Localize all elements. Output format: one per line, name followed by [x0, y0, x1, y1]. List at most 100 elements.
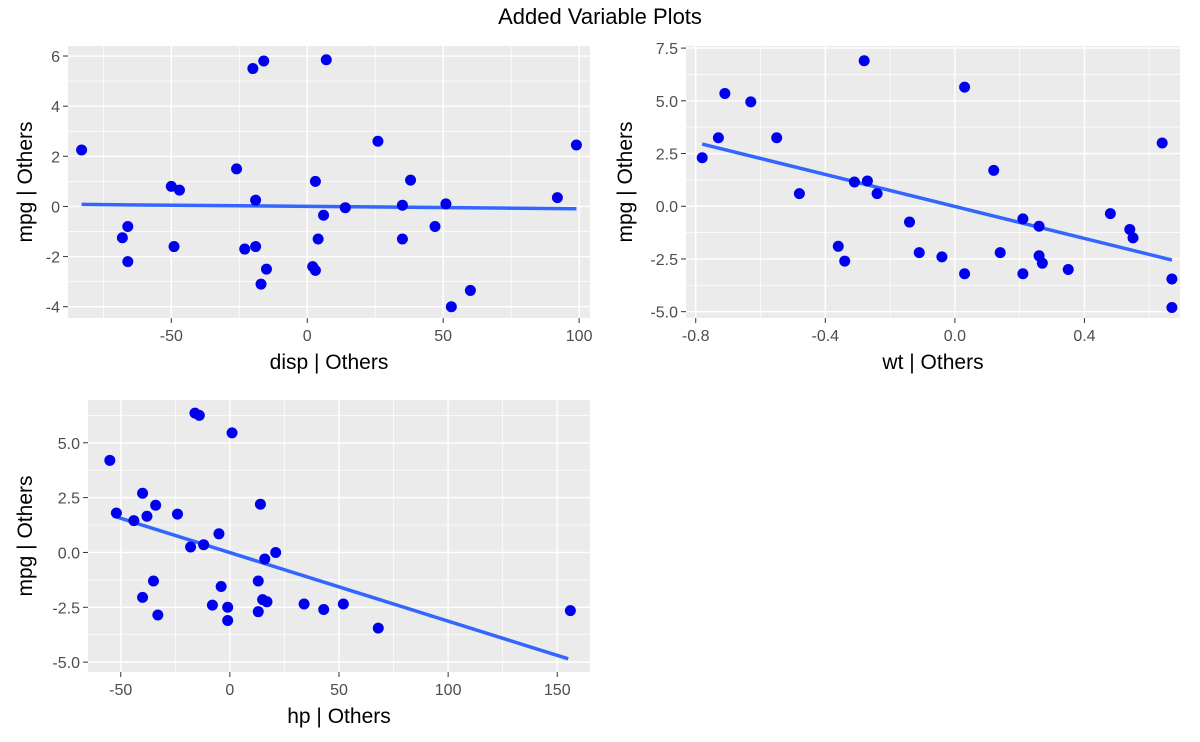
data-point	[185, 541, 197, 553]
data-point	[318, 209, 330, 221]
y-tick-label: 0.0	[656, 199, 678, 216]
data-point	[226, 427, 238, 439]
data-point	[152, 609, 164, 621]
data-point	[839, 255, 851, 267]
data-point	[137, 591, 149, 603]
data-point	[312, 233, 324, 245]
y-tick-label: 5.0	[58, 436, 80, 453]
data-point	[1062, 264, 1074, 276]
data-point	[206, 599, 218, 611]
data-point	[861, 175, 873, 187]
data-point	[445, 301, 457, 313]
x-tick-label: 0	[303, 328, 312, 345]
data-point	[570, 139, 582, 151]
data-point	[252, 575, 264, 587]
data-point	[298, 598, 310, 610]
y-tick-label: -2.5	[650, 252, 678, 269]
data-point	[260, 263, 272, 275]
data-point	[255, 278, 267, 290]
x-tick-label: -50	[109, 682, 132, 699]
data-point	[372, 135, 384, 147]
data-point	[128, 515, 140, 527]
data-point	[994, 247, 1006, 259]
data-point	[76, 144, 88, 156]
data-point	[116, 232, 128, 244]
panel-background	[68, 46, 590, 318]
data-point	[222, 601, 234, 613]
data-point	[254, 498, 266, 510]
data-point	[429, 220, 441, 232]
data-point	[396, 233, 408, 245]
x-tick-label: 0.0	[944, 328, 966, 345]
data-point	[832, 240, 844, 252]
data-point	[871, 188, 883, 200]
data-point	[168, 241, 180, 253]
data-point	[904, 216, 916, 228]
y-tick-label: -5.0	[52, 655, 80, 672]
x-tick-label: -50	[160, 328, 183, 345]
x-tick-label: 0.4	[1073, 328, 1095, 345]
data-point	[1124, 223, 1136, 235]
data-point	[270, 546, 282, 558]
panel-1: -50 0 50 100 -4 -2 0 2 4 6 disp | Others mpg | Othe…	[14, 46, 593, 374]
data-point	[110, 507, 122, 519]
data-point	[440, 198, 452, 210]
y-tick-label: 4	[51, 99, 60, 116]
data-point	[222, 614, 234, 626]
x-tick-label: 100	[566, 328, 593, 345]
panel-background	[686, 46, 1180, 318]
data-point	[173, 184, 185, 196]
data-point	[564, 605, 576, 617]
y-tick-label: -2	[46, 250, 60, 267]
data-point	[959, 268, 971, 280]
x-tick-label: -0.8	[682, 328, 710, 345]
data-point	[719, 87, 731, 99]
data-point	[258, 55, 270, 67]
y-tick-label: 5.0	[656, 94, 678, 111]
data-point	[141, 510, 153, 522]
data-point	[793, 188, 805, 200]
figure-title: Added Variable Plots	[498, 4, 702, 29]
data-point	[551, 192, 563, 204]
data-point	[318, 603, 330, 615]
data-point	[936, 251, 948, 263]
y-tick-label: -5.0	[650, 305, 678, 322]
regression-line	[81, 202, 577, 211]
data-point	[337, 598, 349, 610]
y-tick-label: 2.5	[656, 147, 678, 164]
data-point	[1127, 232, 1139, 244]
data-point	[396, 199, 408, 211]
data-point	[372, 622, 384, 634]
data-point	[1017, 268, 1029, 280]
data-point	[250, 194, 262, 206]
data-point	[745, 96, 757, 108]
data-point	[231, 163, 243, 175]
x-axis-title: disp | Others	[270, 351, 389, 374]
x-axis-title: hp | Others	[287, 705, 391, 728]
data-point	[1036, 257, 1048, 269]
data-point	[122, 220, 134, 232]
x-tick-label: 150	[544, 682, 571, 699]
data-point	[198, 539, 210, 551]
data-point	[1166, 301, 1178, 313]
data-point	[193, 409, 205, 421]
regression-line	[113, 514, 569, 661]
y-axis-title: mpg | Others	[14, 122, 37, 243]
x-tick-label: 0	[225, 682, 234, 699]
y-tick-label: 2	[51, 149, 60, 166]
data-point	[104, 454, 116, 466]
data-point	[339, 202, 351, 214]
data-point	[261, 596, 273, 608]
data-point	[250, 241, 262, 253]
x-tick-label: -0.4	[812, 328, 840, 345]
data-point	[259, 553, 271, 565]
data-point	[1033, 220, 1045, 232]
data-point	[150, 499, 162, 511]
data-point	[171, 508, 183, 520]
data-point	[464, 284, 476, 296]
data-point	[239, 243, 251, 255]
data-point	[848, 176, 860, 188]
data-point	[1104, 208, 1116, 220]
y-tick-label: 6	[51, 49, 60, 66]
